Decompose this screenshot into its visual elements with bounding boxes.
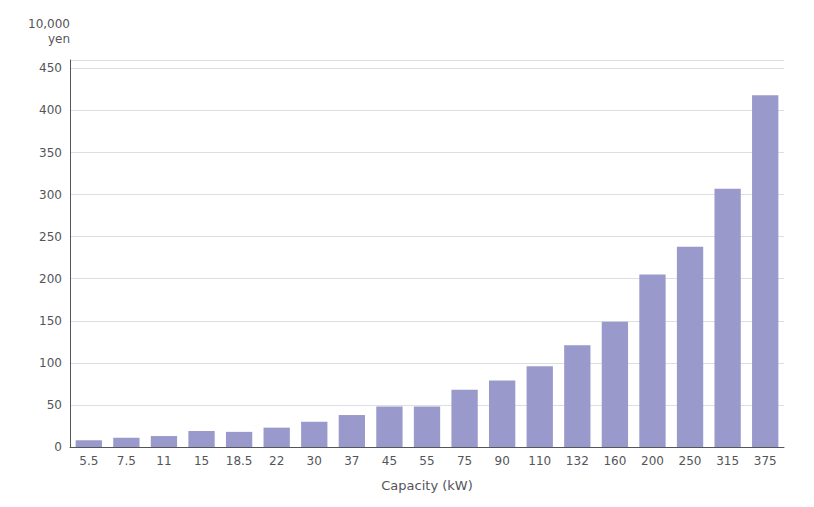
svg-text:315: 315 [716, 454, 739, 468]
svg-text:250: 250 [679, 454, 702, 468]
svg-text:15: 15 [194, 454, 209, 468]
svg-text:90: 90 [495, 454, 510, 468]
svg-text:375: 375 [754, 454, 777, 468]
svg-text:110: 110 [528, 454, 551, 468]
svg-text:yen: yen [48, 32, 70, 46]
svg-text:250: 250 [39, 230, 62, 244]
svg-text:160: 160 [603, 454, 626, 468]
svg-text:450: 450 [39, 61, 62, 75]
svg-text:Capacity (kW): Capacity (kW) [381, 478, 472, 493]
svg-text:37: 37 [344, 454, 359, 468]
svg-text:150: 150 [39, 314, 62, 328]
svg-text:18.5: 18.5 [226, 454, 253, 468]
svg-text:132: 132 [566, 454, 589, 468]
svg-text:200: 200 [641, 454, 664, 468]
svg-text:300: 300 [39, 188, 62, 202]
svg-text:75: 75 [457, 454, 472, 468]
svg-text:200: 200 [39, 272, 62, 286]
svg-text:55: 55 [419, 454, 434, 468]
svg-text:0: 0 [54, 440, 62, 454]
svg-text:5.5: 5.5 [79, 454, 98, 468]
svg-text:100: 100 [39, 356, 62, 370]
svg-text:350: 350 [39, 146, 62, 160]
svg-text:30: 30 [307, 454, 322, 468]
svg-text:400: 400 [39, 103, 62, 117]
svg-text:10,000: 10,000 [28, 17, 70, 31]
svg-text:45: 45 [382, 454, 397, 468]
svg-text:7.5: 7.5 [117, 454, 136, 468]
svg-text:11: 11 [156, 454, 171, 468]
svg-text:22: 22 [269, 454, 284, 468]
svg-text:50: 50 [47, 398, 62, 412]
